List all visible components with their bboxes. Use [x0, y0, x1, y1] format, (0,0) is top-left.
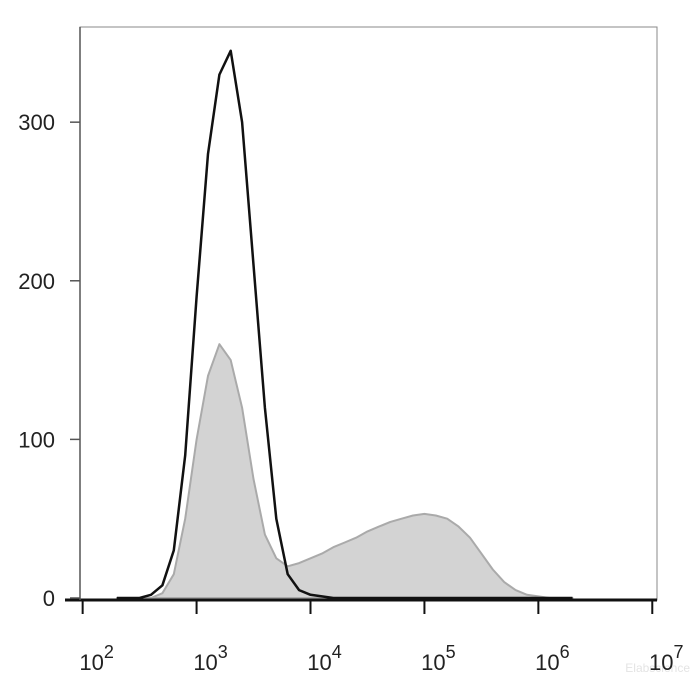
- x-tick-label: 104: [307, 642, 342, 675]
- x-tick-exponent: 5: [446, 642, 456, 662]
- x-tick-exponent: 7: [674, 642, 684, 662]
- x-tick-base: 10: [79, 650, 103, 675]
- watermark: Elabscience: [625, 661, 690, 675]
- x-tick-base: 10: [307, 650, 331, 675]
- plot-area: [115, 49, 574, 600]
- y-tick-label: 300: [18, 110, 55, 135]
- x-tick-label: 105: [421, 642, 456, 675]
- x-tick-exponent: 3: [218, 642, 228, 662]
- x-tick-label: 106: [535, 642, 570, 675]
- x-tick-base: 10: [421, 650, 445, 675]
- plot-frame: [79, 26, 658, 601]
- y-tick-label: 0: [43, 586, 55, 611]
- y-tick-label: 100: [18, 427, 55, 452]
- x-tick-exponent: 2: [104, 642, 114, 662]
- histogram-area: [115, 343, 574, 599]
- x-tick-exponent: 4: [332, 642, 342, 662]
- x-tick-label: 103: [193, 642, 228, 675]
- x-tick-base: 10: [535, 650, 559, 675]
- x-tick-exponent: 6: [560, 642, 570, 662]
- histogram-line: [116, 49, 573, 600]
- y-tick-label: 200: [18, 269, 55, 294]
- x-tick-label: 107: [649, 642, 684, 675]
- x-tick-base: 10: [193, 650, 217, 675]
- x-tick-label: 102: [79, 642, 114, 675]
- x-tick-base: 10: [649, 650, 673, 675]
